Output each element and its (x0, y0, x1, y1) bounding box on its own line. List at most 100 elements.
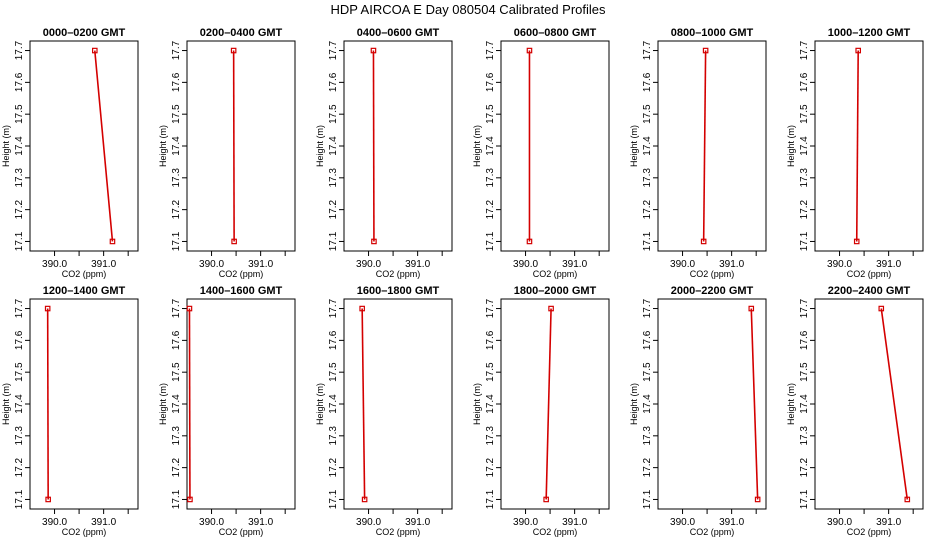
y-tick-label: 17.6 (799, 72, 810, 92)
y-tick-label: 17.4 (328, 394, 339, 414)
data-point (543, 496, 549, 503)
data-point (231, 238, 237, 245)
y-tick-label: 17.7 (642, 40, 653, 60)
y-axis-label: Height (m) (472, 125, 482, 167)
panel-2: 0400–0600 GMT 17.1 17.2 17.3 17.4 17.5 17.6 17.… (315, 27, 453, 279)
y-axis-label: Height (m) (629, 383, 639, 425)
y-tick-label: 17.5 (799, 104, 810, 124)
y-tick-label: 17.7 (485, 298, 496, 318)
x-axis-label: CO2 (ppm) (376, 269, 421, 279)
x-tick-label: 391.0 (248, 259, 273, 270)
y-tick-label: 17.6 (799, 330, 810, 350)
data-point (853, 238, 860, 245)
y-tick-label: 17.7 (799, 40, 810, 60)
data-point (91, 47, 98, 54)
panel-title: 1200–1400 GMT (43, 285, 126, 297)
y-tick-label: 17.5 (642, 104, 653, 124)
y-tick-label: 17.7 (485, 40, 496, 60)
y-tick-label: 17.7 (14, 298, 25, 318)
data-point (748, 305, 755, 312)
x-tick-label: 390.0 (42, 517, 67, 528)
y-tick-label: 17.5 (328, 104, 339, 124)
plot-frame (186, 298, 296, 510)
x-axis-label: CO2 (ppm) (62, 269, 107, 279)
panel-title: 0200–0400 GMT (200, 27, 283, 39)
profile-line (880, 308, 909, 500)
x-tick-label: 390.0 (199, 259, 224, 270)
x-tick-label: 391.0 (405, 517, 430, 528)
data-point (371, 238, 377, 245)
x-tick-label: 391.0 (405, 259, 430, 270)
y-tick-label: 17.2 (171, 199, 182, 219)
y-tick-label: 17.2 (14, 457, 25, 477)
y-axis-label: Height (m) (1, 125, 11, 167)
y-tick-label: 17.2 (485, 199, 496, 219)
y-tick-label: 17.4 (171, 136, 182, 156)
x-axis-label: CO2 (ppm) (533, 527, 578, 537)
panels: 0000–0200 GMT 17.1 17.2 17.3 17.4 17.5 17.6 17.… (1, 27, 924, 537)
y-axis-label: Height (m) (629, 125, 639, 167)
y-tick-label: 17.4 (328, 136, 339, 156)
y-tick-label: 17.7 (14, 40, 25, 60)
y-tick-label: 17.4 (14, 394, 25, 414)
panel-9: 1800–2000 GMT 17.1 17.2 17.3 17.4 17.5 17.6 17.… (472, 285, 610, 537)
y-tick-label: 17.3 (642, 168, 653, 188)
y-tick-label: 17.6 (171, 330, 182, 350)
x-axis-label: CO2 (ppm) (847, 527, 892, 537)
y-axis-label: Height (m) (315, 125, 325, 167)
panel-1: 0200–0400 GMT 17.1 17.2 17.3 17.4 17.5 17.6 17.… (158, 27, 296, 279)
data-point (187, 496, 193, 503)
x-tick-label: 390.0 (513, 517, 538, 528)
y-tick-label: 17.4 (642, 394, 653, 414)
y-tick-label: 17.6 (485, 72, 496, 92)
y-tick-label: 17.5 (485, 104, 496, 124)
x-axis-label: CO2 (ppm) (690, 269, 735, 279)
x-tick-label: 391.0 (91, 259, 116, 270)
y-tick-label: 17.1 (171, 231, 182, 251)
y-tick-label: 17.2 (485, 457, 496, 477)
data-point (230, 47, 237, 54)
x-axis-label: CO2 (ppm) (376, 527, 421, 537)
data-point (878, 305, 885, 312)
x-tick-label: 390.0 (356, 517, 381, 528)
y-tick-label: 17.3 (328, 168, 339, 188)
x-tick-label: 391.0 (562, 259, 587, 270)
data-point (45, 496, 51, 503)
data-point (44, 305, 51, 312)
y-axis-label: Height (m) (786, 383, 796, 425)
y-tick-label: 17.4 (799, 136, 810, 156)
plot-frame (500, 40, 610, 252)
x-tick-label: 390.0 (42, 259, 67, 270)
y-tick-label: 17.7 (328, 298, 339, 318)
x-tick-label: 391.0 (876, 259, 901, 270)
plot-frame (29, 298, 139, 510)
profile-line (855, 50, 859, 242)
y-tick-label: 17.7 (799, 298, 810, 318)
y-tick-label: 17.2 (171, 457, 182, 477)
panel-4: 0800–1000 GMT 17.1 17.2 17.3 17.4 17.5 17.6 17.… (629, 27, 767, 279)
y-tick-label: 17.3 (14, 426, 25, 446)
y-tick-label: 17.6 (328, 72, 339, 92)
panel-title: 2200–2400 GMT (828, 285, 911, 297)
y-tick-label: 17.4 (642, 136, 653, 156)
panel-title: 2000–2200 GMT (671, 285, 754, 297)
y-tick-label: 17.2 (642, 199, 653, 219)
y-axis-label: Height (m) (472, 383, 482, 425)
y-tick-label: 17.2 (14, 199, 25, 219)
panel-title: 1000–1200 GMT (828, 27, 911, 39)
y-tick-label: 17.7 (171, 298, 182, 318)
panel-0: 0000–0200 GMT 17.1 17.2 17.3 17.4 17.5 17.6 17.… (1, 27, 139, 279)
plot-frame (343, 40, 453, 252)
x-tick-label: 390.0 (670, 259, 695, 270)
y-tick-label: 17.6 (171, 72, 182, 92)
y-axis-label: Height (m) (786, 125, 796, 167)
x-tick-label: 390.0 (199, 517, 224, 528)
panel-3: 0600–0800 GMT 17.1 17.2 17.3 17.4 17.5 17.6 17.… (472, 27, 610, 279)
panel-title: 1400–1600 GMT (200, 285, 283, 297)
panel-5: 1000–1200 GMT 17.1 17.2 17.3 17.4 17.5 17.6 17.… (786, 27, 924, 279)
y-tick-label: 17.2 (328, 457, 339, 477)
panel-title: 0600–0800 GMT (514, 27, 597, 39)
plot-frame (186, 40, 296, 252)
x-axis-label: CO2 (ppm) (690, 527, 735, 537)
x-tick-label: 391.0 (876, 517, 901, 528)
